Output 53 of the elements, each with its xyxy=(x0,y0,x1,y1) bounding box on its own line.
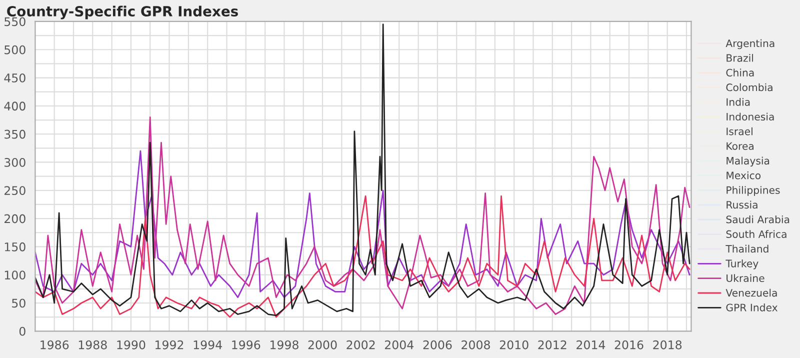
legend-label: South Africa xyxy=(726,230,786,238)
x-tick-label: 1996 xyxy=(232,340,260,350)
legend-label: Korea xyxy=(726,142,754,150)
line-series xyxy=(35,116,690,315)
y-tick-label: 350 xyxy=(4,130,26,139)
legend-label: Israel xyxy=(726,127,752,136)
chart-title: Country-Specific GPR Indexes xyxy=(7,6,238,20)
x-tick-label: 2006 xyxy=(423,340,452,350)
x-tick-label: 2008 xyxy=(462,340,490,350)
legend-label: Thailand xyxy=(726,244,768,253)
x-tick-label: 1998 xyxy=(270,340,298,350)
y-tick-label: 50 xyxy=(12,298,26,308)
x-tick-label: 2000 xyxy=(308,340,337,350)
legend-label: Philippines xyxy=(726,186,780,196)
x-tick-label: 2004 xyxy=(384,340,414,350)
legend-label: Colombia xyxy=(726,83,772,92)
legend-label: Ukraine xyxy=(726,274,764,282)
x-tick-label: 2002 xyxy=(346,340,375,350)
legend-label: Malaysia xyxy=(726,156,770,167)
x-tick-label: 2018 xyxy=(653,340,682,350)
legend-label: Saudi Arabia xyxy=(726,215,790,224)
x-tick-label: 1990 xyxy=(117,340,146,350)
y-tick-label: 450 xyxy=(4,74,26,82)
line-series xyxy=(35,195,690,318)
y-tick-label: 150 xyxy=(4,242,26,252)
legend-label: Russia xyxy=(726,200,758,209)
y-tick-label: 500 xyxy=(4,45,26,54)
legend-label: India xyxy=(726,98,750,106)
legend-label: Indonesia xyxy=(726,112,774,121)
legend-label: Turkey xyxy=(726,259,758,270)
x-tick-label: 2010 xyxy=(500,340,528,350)
legend-label: Mexico xyxy=(726,171,761,180)
legend-label: China xyxy=(726,68,754,76)
x-tick-label: 1986 xyxy=(40,340,69,350)
y-tick-label: 250 xyxy=(4,186,26,196)
x-tick-label: 1992 xyxy=(156,340,184,350)
legend-label: Venezuela xyxy=(726,288,777,297)
y-tick-label: 200 xyxy=(4,214,26,224)
x-tick-label: 2014 xyxy=(576,340,606,350)
x-tick-label: 1988 xyxy=(78,340,107,350)
x-tick-label: 2016 xyxy=(614,340,644,350)
y-tick-label: 100 xyxy=(4,270,26,280)
y-tick-label: 400 xyxy=(4,102,26,111)
x-tick-label: 2012 xyxy=(538,340,566,350)
y-tick-label: 550 xyxy=(4,17,26,26)
legend-label: Argentina xyxy=(726,39,774,50)
line-series xyxy=(35,150,690,298)
legend-label: GPR Index xyxy=(726,304,778,312)
x-tick-label: 1994 xyxy=(194,340,222,350)
line-series xyxy=(35,24,690,316)
y-tick-label: 300 xyxy=(4,158,26,167)
legend-label: Brazil xyxy=(726,54,754,62)
y-tick-label: 0 xyxy=(19,326,26,336)
